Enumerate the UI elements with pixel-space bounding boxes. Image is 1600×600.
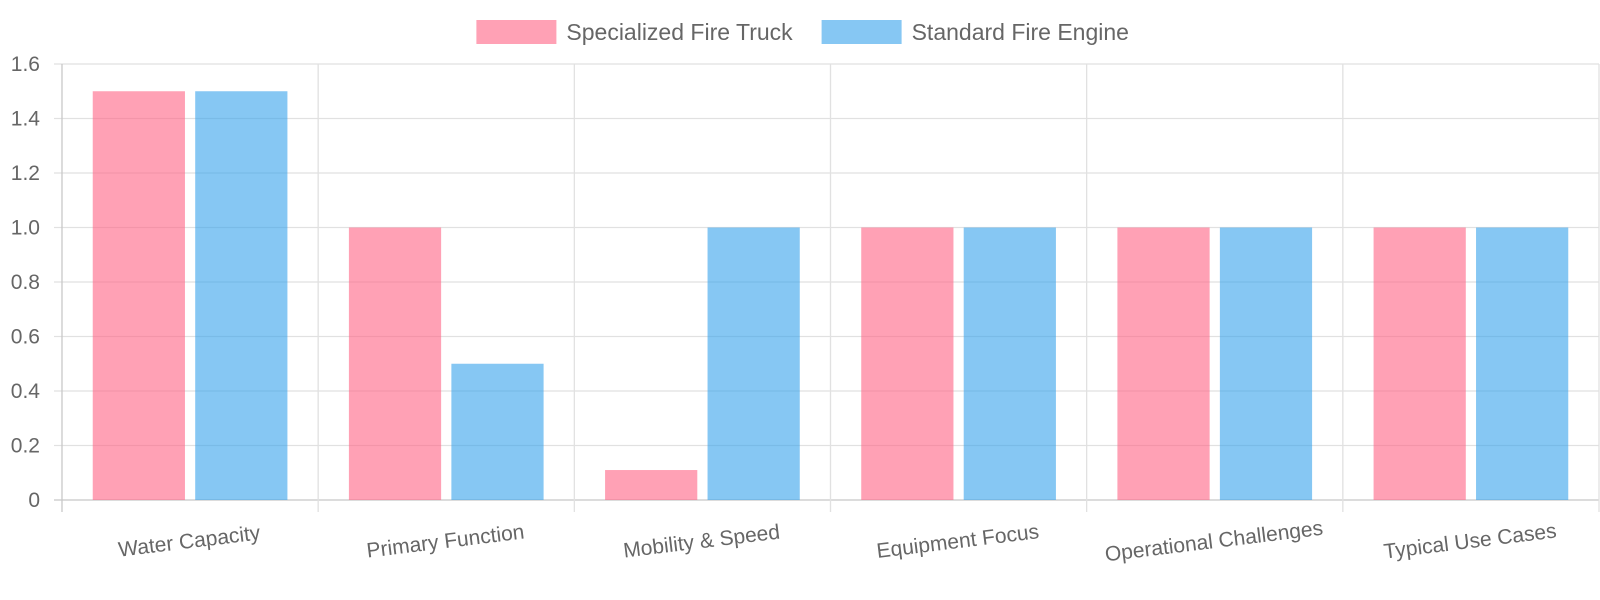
x-tick-label-water-capacity: Water Capacity bbox=[117, 521, 262, 561]
bar-specialized-fire-truck-equipment-focus[interactable] bbox=[861, 227, 954, 501]
y-tick-label: 1.4 bbox=[11, 108, 41, 131]
bar-specialized-fire-truck-typical-use-cases[interactable] bbox=[1373, 227, 1466, 501]
y-tick-label: 0.6 bbox=[11, 326, 40, 349]
legend-label-specialized-fire-truck[interactable]: Specialized Fire Truck bbox=[566, 19, 793, 45]
y-tick-label: 1.0 bbox=[11, 217, 40, 240]
bar-standard-fire-engine-mobility-and-speed[interactable] bbox=[707, 227, 800, 501]
y-tick-label: 1.6 bbox=[11, 53, 40, 76]
y-tick-label: 0 bbox=[28, 489, 40, 512]
y-tick-label: 0.8 bbox=[11, 271, 40, 294]
x-tick-label-mobility-and-speed: Mobility & Speed bbox=[622, 521, 781, 563]
bar-standard-fire-engine-operational-challenges[interactable] bbox=[1219, 227, 1313, 501]
bar-specialized-fire-truck-primary-function[interactable] bbox=[348, 227, 442, 501]
bar-specialized-fire-truck-mobility-and-speed[interactable] bbox=[605, 470, 698, 500]
y-tick-label: 0.4 bbox=[11, 380, 41, 403]
x-tick-label-operational-challenges: Operational Challenges bbox=[1104, 517, 1325, 567]
bar-standard-fire-engine-primary-function[interactable] bbox=[451, 363, 544, 500]
y-tick-label: 0.2 bbox=[11, 435, 40, 458]
y-tick-label: 1.2 bbox=[11, 162, 40, 185]
legend-swatch-specialized-fire-truck[interactable] bbox=[476, 20, 557, 44]
bar-standard-fire-engine-typical-use-cases[interactable] bbox=[1476, 227, 1569, 501]
x-tick-label-typical-use-cases: Typical Use Cases bbox=[1382, 520, 1557, 564]
legend-label-standard-fire-engine[interactable]: Standard Fire Engine bbox=[912, 19, 1129, 45]
bar-standard-fire-engine-equipment-focus[interactable] bbox=[963, 227, 1056, 501]
x-tick-label-equipment-focus: Equipment Focus bbox=[875, 520, 1040, 563]
bar-specialized-fire-truck-operational-challenges[interactable] bbox=[1117, 227, 1210, 501]
legend-swatch-standard-fire-engine[interactable] bbox=[821, 20, 902, 44]
x-tick-label-primary-function: Primary Function bbox=[365, 520, 525, 562]
bar-standard-fire-engine-water-capacity[interactable] bbox=[195, 91, 288, 500]
bar-specialized-fire-truck-water-capacity[interactable] bbox=[92, 91, 185, 500]
